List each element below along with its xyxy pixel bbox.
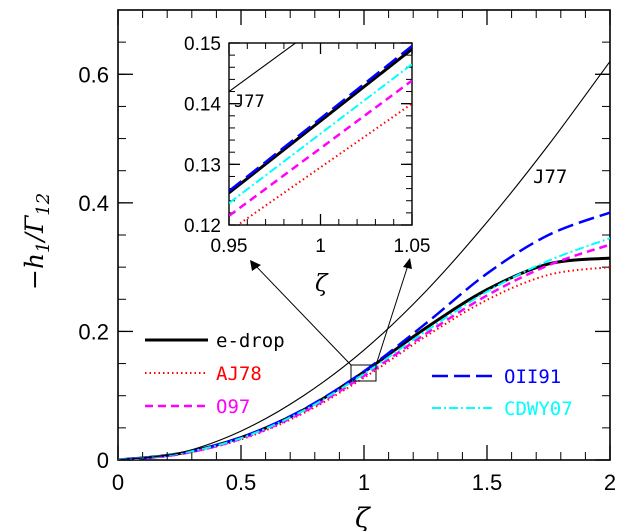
main-series-j77 — [118, 61, 610, 460]
inset-y-tick-label: 0.13 — [184, 155, 221, 176]
zoom-region-box — [350, 364, 377, 382]
main-x-tick-label: 0.5 — [226, 470, 257, 495]
legend-entry-cdwy07: CDWY07 — [432, 398, 573, 420]
inset-y-tick-label: 0.12 — [184, 216, 221, 237]
inset-series-aj78 — [235, 102, 412, 225]
legend: e-drop AJ78 O97 OII91 CDWY07 — [145, 330, 573, 420]
inset-series-o97 — [229, 79, 412, 217]
zoom-arrow-left-head — [250, 260, 261, 271]
inset-series-j77 — [229, 43, 297, 92]
legend-label-e-drop: e-drop — [216, 330, 285, 352]
main-x-tick-label: 2 — [604, 470, 616, 495]
inset-series-oii91 — [229, 45, 412, 193]
inset-x-axis-label: ζ — [315, 271, 329, 297]
legend-entry-oii91: OII91 — [432, 366, 561, 388]
inset-series-cdwy07 — [229, 63, 412, 204]
inset-y-tick-label: 0.14 — [184, 95, 221, 116]
main-series-aj78 — [118, 266, 610, 460]
inset-j77-label: J77 — [234, 92, 265, 112]
main-y-tick-label: 0 — [97, 448, 109, 473]
main-x-tick-label: 1 — [358, 470, 370, 495]
main-y-axis-label: −h1/Γ12 — [20, 193, 54, 290]
zoom-arrow-right-head — [403, 258, 412, 269]
main-series-e-drop — [118, 256, 610, 460]
inset-ticks — [228, 42, 413, 226]
legend-label-oii91: OII91 — [504, 366, 561, 388]
zoom-arrow-left — [252, 262, 352, 366]
legend-label-aj78: AJ78 — [216, 363, 262, 385]
inset-series — [229, 43, 412, 225]
inset-x-tick-label: 1.05 — [394, 236, 431, 257]
legend-entry-o97: O97 — [145, 396, 250, 418]
main-x-tick-label: 1.5 — [472, 470, 503, 495]
main-x-tick-label: 0 — [112, 470, 124, 495]
main-y-tick-label: 0.4 — [78, 191, 109, 216]
main-j77-label: J77 — [533, 166, 567, 188]
main-tick-labels: 0 0.5 1 1.5 2 0 0.2 0.4 0.6 — [78, 62, 616, 495]
main-series-o97 — [118, 243, 610, 460]
main-y-tick-label: 0.6 — [78, 62, 109, 87]
inset-tick-labels: 0.95 1 1.05 0.12 0.13 0.14 0.15 — [184, 34, 430, 257]
inset-series-e-drop — [229, 47, 412, 195]
legend-label-cdwy07: CDWY07 — [504, 398, 573, 420]
inset-x-tick-label: 0.95 — [211, 236, 248, 257]
main-series-cdwy07 — [118, 237, 610, 460]
legend-entry-e-drop: e-drop — [145, 330, 285, 352]
inset-x-tick-label: 1 — [315, 236, 326, 257]
inset-y-tick-label: 0.15 — [184, 34, 221, 55]
main-series — [118, 61, 610, 460]
main-x-axis-label: ζ — [355, 503, 371, 531]
main-y-tick-label: 0.2 — [78, 319, 109, 344]
zoom-arrow-right — [375, 261, 410, 366]
legend-entry-aj78: AJ78 — [145, 363, 262, 385]
legend-label-o97: O97 — [216, 396, 250, 418]
main-series-oii91 — [118, 211, 610, 460]
